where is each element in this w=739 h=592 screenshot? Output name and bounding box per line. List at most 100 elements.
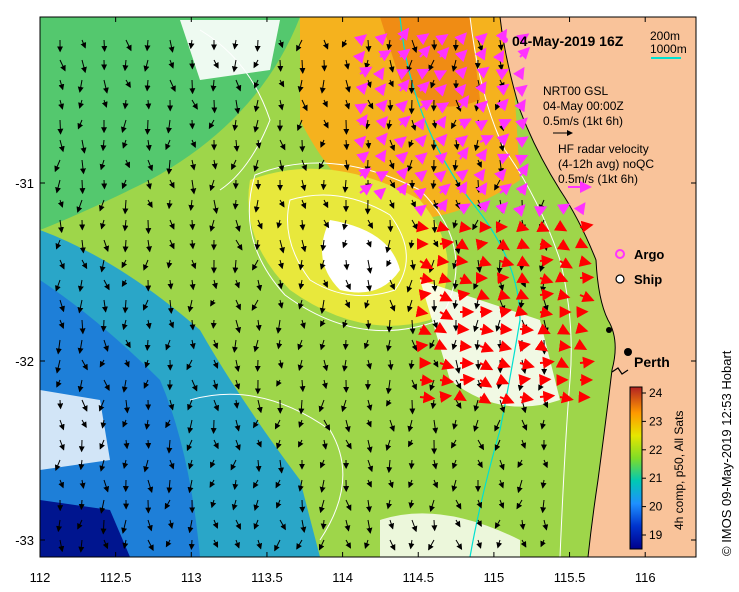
gsl-arrow — [146, 179, 152, 190]
gsl-arrow — [189, 79, 196, 95]
gsl-arrow — [319, 299, 326, 315]
gsl-arrow — [211, 99, 218, 114]
gsl-arrow — [169, 239, 175, 250]
gsl-arrow — [235, 519, 241, 530]
gsl-arrow — [428, 59, 435, 72]
hf-arrow — [479, 359, 494, 371]
gsl-arrow — [147, 539, 154, 551]
gsl-arrow — [56, 519, 63, 533]
gsl-arrow — [122, 239, 129, 253]
gsl-arrow — [387, 99, 394, 112]
gsl-arrow — [212, 519, 219, 529]
colorbar — [629, 386, 643, 550]
colorbar-ticks: 19 20 21 22 23 24 — [642, 386, 663, 542]
gsl-arrow — [103, 239, 110, 252]
hf-line1: HF radar velocity — [558, 142, 649, 156]
x-tick-label: 112.5 — [100, 570, 132, 585]
gsl-arrow — [232, 119, 239, 132]
gsl-arrow — [342, 359, 348, 372]
hf-arrow — [574, 237, 589, 249]
hf-arrow — [474, 32, 488, 46]
hf-arrow — [418, 324, 432, 335]
gsl-arrow — [123, 399, 130, 414]
gsl-arrow — [455, 539, 463, 550]
hf-arrow — [396, 69, 410, 80]
gsl-arrow — [58, 539, 65, 553]
hf-arrow — [536, 221, 550, 232]
gsl-arrow — [99, 159, 106, 171]
gsl-arrow — [186, 359, 193, 371]
gsl-arrow — [476, 499, 483, 509]
gsl-arrow — [319, 339, 326, 351]
gsl-arrow — [121, 179, 128, 190]
gsl-arrow — [234, 539, 240, 549]
colorbar-tick-label: 20 — [649, 500, 663, 514]
gsl-arrow — [234, 379, 241, 390]
hf-arrow — [374, 83, 387, 97]
gsl-arrow — [477, 439, 484, 451]
hf-arrow — [579, 220, 594, 233]
plot-frame — [39, 16, 697, 558]
gsl-arrow — [211, 159, 218, 170]
hf-arrow — [475, 148, 488, 162]
gsl-arrow — [300, 319, 306, 329]
gsl-arrow — [144, 359, 151, 369]
gsl-arrow — [166, 119, 172, 134]
gsl-arrow — [366, 79, 372, 89]
gsl-arrow — [147, 479, 154, 494]
gsl-arrow — [297, 79, 304, 93]
gsl-arrow — [279, 519, 286, 531]
hf-arrow — [514, 154, 529, 166]
gsl-arrow — [191, 99, 198, 110]
gsl-arrow — [77, 519, 83, 530]
gsl-arrow — [190, 139, 196, 148]
hf-arrow — [355, 114, 368, 128]
gsl-arrow — [81, 419, 87, 428]
depth-legend-1000: 1000m — [650, 42, 687, 56]
gsl-arrow — [99, 259, 106, 273]
hf-arrow — [393, 136, 407, 149]
gsl-arrow — [540, 479, 547, 489]
x-tick-label: 113 — [181, 570, 202, 585]
gsl-arrow — [145, 99, 152, 110]
gsl-arrow — [168, 399, 175, 411]
x-axis: 112 112.5 113 113.5 114 114.5 115 115.5 116 — [30, 17, 656, 585]
hf-arrow — [375, 99, 388, 113]
gsl-arrow — [275, 319, 282, 334]
gsl-arrow — [367, 459, 374, 473]
gsl-arrow — [322, 99, 328, 108]
gsl-arrow — [187, 459, 194, 470]
gsl-arrow — [298, 439, 304, 448]
hf-arrow — [537, 323, 551, 335]
gsl-arrow — [233, 399, 240, 409]
hf-arrow — [416, 33, 430, 46]
gsl-arrow — [343, 259, 350, 271]
hf-arrow — [414, 152, 428, 165]
hf-arrow — [478, 376, 493, 388]
gsl-arrow — [498, 479, 504, 489]
gsl-line1: NRT00 GSL — [543, 84, 608, 98]
hf-arrow — [539, 390, 556, 403]
hf-arrow — [539, 306, 554, 319]
gsl-arrow — [80, 139, 87, 154]
gsl-arrow — [345, 499, 352, 511]
hf-arrow — [454, 32, 467, 46]
hf-arrow — [534, 339, 549, 352]
gsl-arrow — [79, 479, 86, 489]
x-tick-label: 113.5 — [251, 570, 283, 585]
gsl-arrow — [388, 59, 395, 73]
gsl-arrow — [58, 139, 65, 153]
gsl-arrow — [366, 479, 372, 488]
hf-arrow — [395, 151, 409, 165]
gsl-arrow — [278, 79, 285, 88]
gsl-arrow — [168, 59, 175, 69]
hf-arrow — [459, 357, 475, 370]
gsl-arrow — [255, 459, 262, 473]
gsl-arrow — [169, 79, 176, 92]
y-tick-label: -32 — [15, 354, 34, 369]
gsl-arrow — [144, 79, 151, 92]
gsl-arrow — [319, 259, 326, 270]
hf-arrow — [516, 163, 529, 177]
gsl-arrow — [103, 479, 110, 493]
gsl-arrow — [386, 399, 392, 407]
